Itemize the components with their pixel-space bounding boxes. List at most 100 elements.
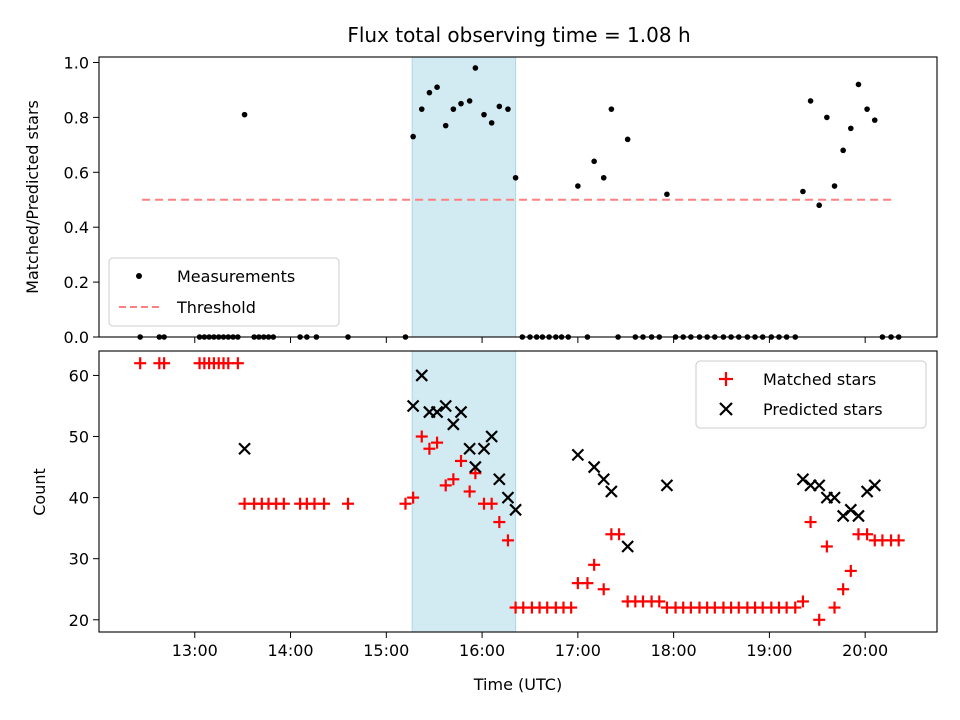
matched-star-marker — [277, 497, 290, 510]
matched-star-marker — [407, 491, 420, 504]
top-legend: Measurements Threshold — [108, 257, 340, 327]
measurement-point — [488, 120, 495, 126]
x-tick-label: 14:00 — [267, 641, 313, 660]
predicted-star-marker — [587, 460, 601, 474]
measurement-point — [840, 147, 846, 154]
matched-star-marker — [399, 497, 412, 510]
matched-star-marker — [613, 528, 626, 541]
legend-predicted-label: Predicted stars — [763, 400, 883, 419]
measurement-point — [481, 111, 487, 118]
legend-threshold-label: Threshold — [176, 298, 256, 317]
predicted-star-d2 — [812, 479, 826, 492]
matched-star-marker — [134, 357, 147, 370]
predicted-star-marker — [477, 442, 491, 456]
top-y-tick-label: 0.8 — [64, 108, 89, 127]
matched-star-marker — [653, 595, 666, 608]
top-y-tick-label: 0.6 — [64, 163, 89, 182]
matched-star-marker — [565, 601, 578, 614]
matched-star-marker — [804, 516, 817, 529]
predicted-star-d2 — [447, 418, 460, 431]
measurement-point — [472, 65, 479, 71]
matched-star-marker — [828, 601, 841, 614]
predicted-star-d2 — [796, 473, 810, 486]
matched-star-marker — [439, 479, 452, 492]
bottom-y-tick-label: 20 — [69, 611, 89, 630]
predicted-star-d2 — [469, 460, 482, 474]
bottom-y-axis-label: Count — [30, 468, 49, 516]
bottom-y-tick-label: 30 — [69, 550, 89, 569]
matched-star-marker — [844, 564, 857, 577]
predicted-star-marker — [447, 418, 460, 431]
measurement-point — [848, 125, 854, 132]
matched-star-marker — [861, 528, 874, 541]
measurement-point — [855, 81, 862, 88]
predicted-star-d2 — [454, 405, 468, 419]
predicted-star-marker — [605, 485, 618, 498]
measurement-point — [512, 174, 519, 181]
legend-measurements-marker — [136, 273, 142, 279]
matched-star-marker — [581, 577, 594, 590]
measurement-point — [864, 106, 870, 112]
bottom-panel: 20 30 40 50 60 13:00 14:00 15:00 16:00 17:00 18:0… — [30, 350, 938, 694]
measurement-point — [450, 106, 457, 112]
predicted-star-marker — [439, 399, 452, 413]
matched-star-marker — [796, 595, 809, 608]
matched-star-marker — [588, 558, 601, 571]
matched-star-marker — [820, 540, 833, 553]
measurement-point — [831, 183, 838, 189]
bottom-y-tick-label: 50 — [69, 428, 89, 447]
legend-matched-marker — [719, 372, 733, 386]
legend-predicted-marker — [719, 402, 733, 416]
top-y-axis-label: Matched/Predicted stars — [23, 100, 42, 294]
predicted-star-d2 — [406, 399, 420, 413]
measurement-point — [807, 98, 814, 104]
predicted-star-d2 — [238, 442, 251, 456]
x-tick-label: 15:00 — [363, 641, 409, 660]
predicted-star-d2 — [868, 479, 882, 492]
matched-star-marker — [493, 516, 506, 529]
predicted-star-marker — [597, 473, 610, 486]
measurement-point — [505, 106, 511, 112]
x-tick-label: 18:00 — [651, 641, 697, 660]
measurement-point — [600, 174, 607, 181]
predicted-star-d2 — [660, 479, 674, 492]
measurement-point — [418, 106, 425, 112]
predicted-star-marker — [463, 442, 476, 456]
measurement-point — [434, 84, 440, 90]
top-y-axis: 0.0 0.2 0.4 0.6 0.8 1.0 — [64, 53, 99, 347]
predicted-star-d2 — [852, 509, 865, 523]
predicted-star-d2 — [493, 473, 506, 486]
predicted-star-marker — [430, 405, 444, 419]
predicted-star-marker — [493, 473, 506, 486]
measurement-point — [591, 158, 597, 165]
matched-star-marker — [158, 357, 171, 370]
bottom-y-tick-label: 60 — [69, 366, 89, 385]
measurement-point — [442, 122, 449, 129]
predicted-stars-points — [238, 369, 882, 553]
predicted-star-d2 — [597, 473, 610, 486]
measurement-point — [458, 100, 464, 107]
bottom-axes-frame — [98, 350, 938, 633]
predicted-star-marker — [660, 479, 674, 492]
predicted-star-d2 — [430, 405, 444, 419]
measurement-point — [575, 183, 581, 189]
legend-matched-label: Matched stars — [763, 370, 876, 389]
legend-measurements-label: Measurements — [177, 267, 295, 286]
x-tick-label: 13:00 — [172, 641, 218, 660]
bottom-x-axis: 13:00 14:00 15:00 16:00 17:00 18:00 19:00 20:00 — [172, 632, 888, 660]
matched-star-marker — [501, 534, 514, 547]
measurement-point — [426, 89, 433, 96]
top-y-tick-label: 0.4 — [64, 218, 89, 237]
predicted-star-d2 — [587, 460, 601, 474]
bottom-legend-box — [695, 360, 927, 429]
matched-star-marker — [447, 473, 460, 486]
predicted-star-marker — [454, 405, 468, 419]
predicted-star-d2 — [463, 442, 476, 456]
predicted-star-marker — [868, 479, 882, 492]
matched-star-marker — [415, 430, 428, 443]
figure-title: Flux total observing time = 1.08 h — [347, 23, 690, 47]
top-y-tick-label: 0.0 — [64, 328, 89, 347]
matched-star-marker — [597, 583, 610, 596]
top-panel: 0.0 0.2 0.4 0.6 0.8 1.0 Matched/Predicted sta… — [23, 53, 938, 347]
matched-star-marker — [469, 467, 482, 480]
